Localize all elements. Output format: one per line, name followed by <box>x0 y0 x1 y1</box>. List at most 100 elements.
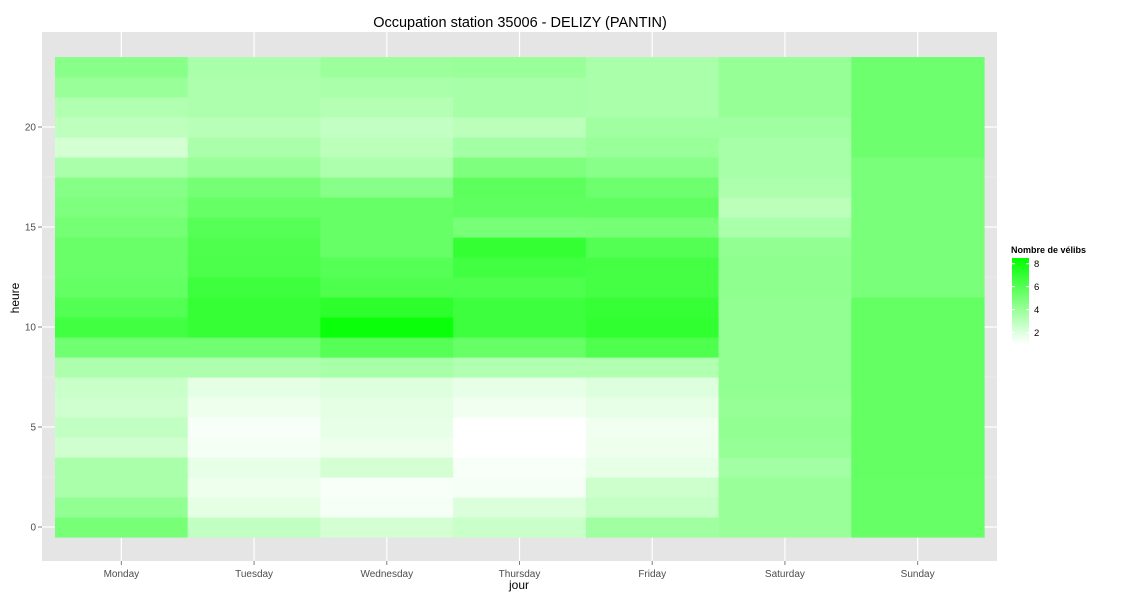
heatmap-tile <box>718 357 852 378</box>
heatmap-tile <box>718 97 852 118</box>
heatmap-tile <box>453 297 587 318</box>
heatmap-tile <box>585 337 720 358</box>
y-tick-label: 5 <box>30 423 36 434</box>
heatmap-tile <box>453 357 587 378</box>
heatmap-tile <box>453 377 587 398</box>
heatmap-tile <box>851 257 985 278</box>
heatmap-tile <box>55 437 189 458</box>
heatmap-tile <box>187 177 322 198</box>
heatmap-tile <box>187 257 322 278</box>
heatmap-tile <box>851 237 985 258</box>
heatmap-tile <box>187 217 322 238</box>
heatmap-tile <box>320 437 454 458</box>
heatmap-tile <box>585 377 720 398</box>
heatmap-tile <box>187 357 322 378</box>
heatmap-tile <box>453 477 587 498</box>
heatmap-tile <box>320 397 454 418</box>
heatmap-tile <box>585 317 720 338</box>
heatmap-tile <box>851 217 985 238</box>
heatmap-tile <box>55 117 189 138</box>
y-tick-label: 10 <box>25 323 37 334</box>
heatmap-tile <box>718 257 852 278</box>
heatmap-tile <box>585 157 720 178</box>
heatmap-tile <box>187 97 322 118</box>
heatmap-tile <box>320 217 454 238</box>
heatmap-tile <box>718 217 852 238</box>
heatmap-tile <box>320 337 454 358</box>
heatmap-tile <box>718 77 852 98</box>
y-axis-title: heure <box>8 282 22 313</box>
heatmap-tile <box>320 497 454 518</box>
heatmap-tile <box>187 137 322 158</box>
heatmap-tile <box>453 397 587 418</box>
heatmap-tile <box>453 277 587 298</box>
heatmap-tile <box>320 417 454 438</box>
heatmap-tile <box>320 137 454 158</box>
heatmap-tile <box>851 397 985 418</box>
heatmap-tile <box>187 57 322 78</box>
heatmap-tile <box>453 497 587 518</box>
heatmap-tile <box>453 97 587 118</box>
heatmap-tile <box>187 277 322 298</box>
heatmap-tile <box>320 97 454 118</box>
heatmap-tile <box>718 437 852 458</box>
heatmap-tile <box>851 117 985 138</box>
heatmap-tile <box>718 397 852 418</box>
heatmap-tile <box>320 77 454 98</box>
legend-tick-label: 2 <box>1034 328 1039 339</box>
heatmap-tile <box>718 477 852 498</box>
heatmap-tile <box>187 417 322 438</box>
heatmap-tile <box>55 457 189 478</box>
heatmap-tile <box>453 457 587 478</box>
heatmap-tile <box>851 77 985 98</box>
heatmap-tile <box>453 437 587 458</box>
heatmap-tile <box>320 177 454 198</box>
heatmap-tile <box>55 217 189 238</box>
heatmap-tile <box>320 477 454 498</box>
heatmap-tile <box>851 57 985 78</box>
legend-title: Nombre de vélibs <box>1011 245 1087 255</box>
heatmap-tile <box>187 157 322 178</box>
x-tick-label: Thursday <box>499 569 541 580</box>
heatmap-tile <box>320 457 454 478</box>
heatmap-tile <box>851 477 985 498</box>
heatmap-tile <box>453 237 587 258</box>
heatmap-tile <box>585 277 720 298</box>
heatmap-tile <box>851 177 985 198</box>
heatmap-tile <box>453 517 587 538</box>
heatmap-tile <box>55 377 189 398</box>
heatmap-tile <box>55 417 189 438</box>
heatmap-tiles <box>55 57 985 538</box>
heatmap-tile <box>851 517 985 538</box>
heatmap-tile <box>585 137 720 158</box>
heatmap-tile <box>718 497 852 518</box>
heatmap-tile <box>585 77 720 98</box>
heatmap-tile <box>55 317 189 338</box>
heatmap-tile <box>585 257 720 278</box>
heatmap-tile <box>453 137 587 158</box>
heatmap-tile <box>585 397 720 418</box>
heatmap-tile <box>320 377 454 398</box>
heatmap-tile <box>55 237 189 258</box>
heatmap-tile <box>187 497 322 518</box>
heatmap-tile <box>851 317 985 338</box>
heatmap-tile <box>55 77 189 98</box>
heatmap-tile <box>55 357 189 378</box>
heatmap-tile <box>585 457 720 478</box>
heatmap-tile <box>55 497 189 518</box>
heatmap-tile <box>187 457 322 478</box>
heatmap-tile <box>718 197 852 218</box>
heatmap-tile <box>453 317 587 338</box>
heatmap-tile <box>851 377 985 398</box>
heatmap-tile <box>320 117 454 138</box>
heatmap-tile <box>320 157 454 178</box>
heatmap-tile <box>718 137 852 158</box>
legend-gradient-bar <box>1012 258 1029 344</box>
x-tick-label: Friday <box>638 569 666 580</box>
heatmap-tile <box>187 317 322 338</box>
heatmap-tile <box>585 217 720 238</box>
chart-title: Occupation station 35006 - DELIZY (PANTI… <box>373 15 667 31</box>
heatmap-tile <box>320 357 454 378</box>
heatmap-tile <box>585 57 720 78</box>
